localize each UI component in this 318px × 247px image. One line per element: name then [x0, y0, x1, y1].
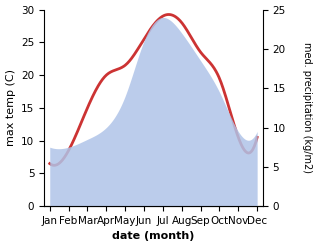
- Y-axis label: med. precipitation (kg/m2): med. precipitation (kg/m2): [302, 42, 313, 173]
- Y-axis label: max temp (C): max temp (C): [5, 69, 16, 146]
- X-axis label: date (month): date (month): [112, 231, 195, 242]
